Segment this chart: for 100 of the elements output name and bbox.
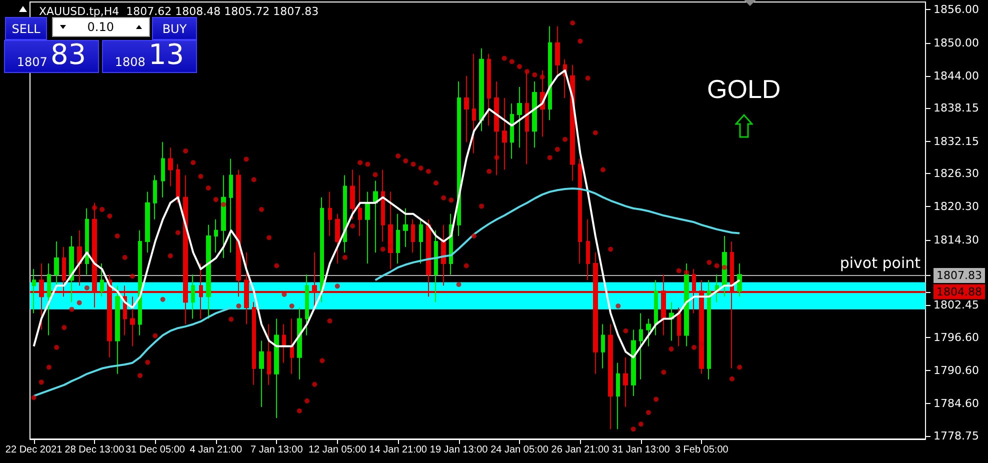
candlestick	[191, 274, 195, 320]
candlestick	[282, 324, 286, 364]
candlestick	[548, 26, 552, 121]
y-tick-label: 1850.00	[934, 36, 980, 50]
candlestick	[532, 80, 537, 148]
candlestick	[502, 98, 507, 170]
annotation: GOLD	[707, 74, 781, 104]
candlestick	[221, 174, 226, 259]
candlestick	[419, 218, 423, 264]
candlestick	[335, 213, 340, 264]
candlestick	[358, 174, 362, 236]
candlestick	[69, 235, 74, 303]
candlestick	[472, 53, 476, 154]
candlestick	[138, 230, 142, 336]
y-tick-label: 1838.15	[934, 102, 980, 115]
candlestick	[578, 158, 582, 264]
candlestick	[297, 307, 302, 380]
candlestick	[586, 218, 590, 281]
candlestick	[267, 324, 271, 386]
y-tick-label: 1820.30	[934, 200, 980, 214]
y-tick-label: 1796.60	[934, 330, 980, 344]
candlestick	[646, 318, 651, 347]
candlestick	[47, 263, 51, 336]
candlestick	[457, 80, 461, 236]
y-tick-label: 1814.30	[934, 233, 980, 246]
candlestick	[616, 362, 620, 430]
candlestick	[328, 191, 332, 236]
x-tick-label: 4 Jan 21:00	[190, 444, 243, 456]
candlestick	[411, 218, 415, 254]
candlestick	[290, 318, 294, 374]
annotation: 0.10	[86, 20, 115, 34]
candlestick	[305, 274, 309, 336]
candlestick	[365, 191, 370, 264]
y-tick-label: 1802.45	[934, 298, 980, 312]
candlestick	[252, 302, 256, 386]
candlestick	[145, 191, 150, 254]
candlestick	[479, 48, 484, 132]
candlestick	[54, 240, 59, 286]
candlestick	[639, 312, 643, 380]
candlestick	[153, 174, 157, 220]
x-tick-label: 14 Jan 21:00	[369, 444, 428, 456]
candlestick	[487, 53, 491, 126]
candlestick	[176, 164, 180, 204]
candlestick	[601, 324, 605, 369]
candlestick	[464, 75, 469, 143]
candlestick	[555, 26, 560, 76]
candlestick	[434, 230, 438, 303]
candlestick	[350, 169, 355, 220]
candlestick	[214, 218, 218, 254]
annotation: BUY	[162, 22, 187, 36]
quantity-field: 0.10	[52, 17, 150, 37]
annotation: 13	[148, 38, 184, 71]
candlestick	[707, 280, 711, 380]
candlestick	[343, 174, 347, 254]
y-tick-label: 1832.15	[934, 134, 980, 148]
y-tick-label: 1778.75	[934, 429, 980, 442]
candlestick	[441, 224, 446, 286]
x-tick-label: 22 Dec 2021	[5, 444, 63, 456]
candlestick	[77, 230, 82, 286]
x-tick-label: 31 Dec 05:00	[125, 444, 186, 456]
annotation: 1808	[114, 55, 146, 69]
candlestick	[510, 103, 514, 160]
candlestick	[677, 307, 681, 347]
candlestick	[623, 356, 628, 408]
x-tick-label: 19 Jan 13:00	[430, 444, 488, 456]
x-tick-label: 24 Jan 05:00	[490, 444, 549, 456]
candlestick	[403, 208, 408, 248]
y-tick-label: 1790.60	[934, 364, 980, 378]
x-tick-label: 12 Jan 05:00	[308, 444, 367, 456]
x-tick-label: 31 Jan 13:00	[612, 444, 670, 456]
candlestick	[373, 180, 378, 254]
x-tick-label: 26 Jan 21:00	[551, 444, 610, 456]
annotation: 1807	[16, 55, 48, 69]
candlestick	[115, 285, 120, 374]
chart-title: XAUUSD.tp,H4 1807.62 1808.48 1805.72 1807.83	[39, 5, 319, 18]
candlestick	[631, 329, 636, 396]
candlestick	[396, 213, 400, 264]
y-tick-label: 1844.00	[934, 69, 980, 82]
candlestick	[608, 324, 613, 430]
candlestick	[168, 147, 173, 187]
y-tick-label: 1784.60	[934, 397, 980, 410]
candlestick	[259, 340, 264, 408]
candlestick	[525, 70, 529, 165]
candlestick	[161, 142, 165, 198]
annotation: SELL	[5, 17, 47, 40]
candlestick	[274, 318, 279, 419]
candlestick	[381, 169, 385, 242]
x-tick-label: 7 Jan 13:00	[250, 444, 304, 456]
x-tick-label: 28 Dec 13:00	[64, 444, 125, 456]
candlestick	[320, 196, 324, 303]
candlestick	[654, 280, 658, 336]
candlestick	[494, 80, 499, 176]
ref-line-label: pivot point	[840, 254, 921, 272]
y-tick-label: 1856.00	[934, 3, 980, 16]
candlestick	[100, 263, 104, 298]
candlestick	[85, 208, 89, 276]
candlestick	[737, 263, 742, 298]
candlestick	[32, 268, 36, 314]
y-tick-label: 1804.88	[936, 285, 982, 298]
annotation: 83	[50, 38, 86, 71]
